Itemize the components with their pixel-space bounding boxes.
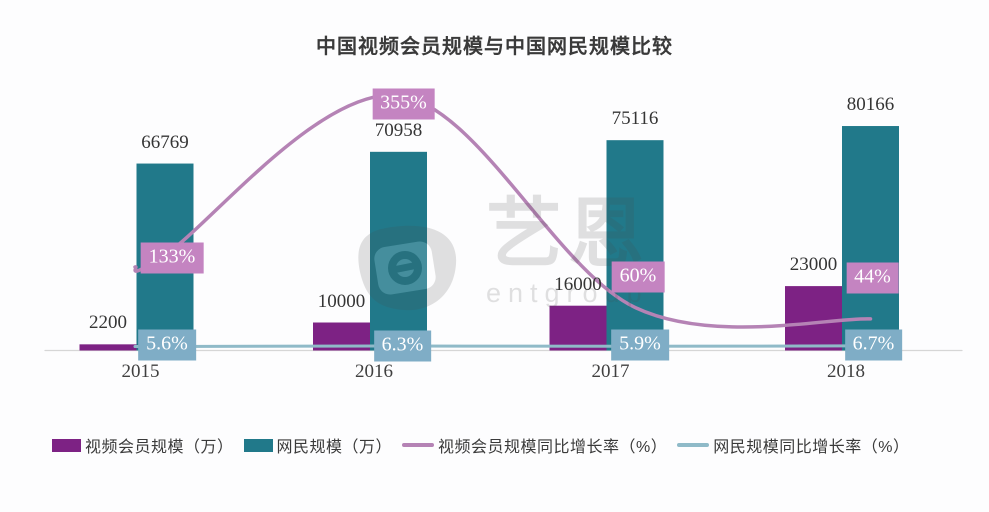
bar-video-members-2015 <box>79 344 137 351</box>
legend-swatch-line <box>402 443 435 447</box>
legend-swatch-rect <box>243 438 273 452</box>
legend-item-2: 视频会员规模同比增长率（%） <box>402 433 667 457</box>
legend-label: 视频会员规模（万） <box>85 439 234 456</box>
legend: 视频会员规模（万） 网民规模（万） 视频会员规模同比增长率（%） 网民规模同比增长率（… <box>52 432 952 458</box>
bar-netizens-2016 <box>370 151 427 351</box>
legend-item-0: 视频会员规模（万） <box>52 433 234 457</box>
legend-item-1: 网民规模（万） <box>243 433 393 457</box>
bar-netizens-2018 <box>842 126 899 351</box>
legend-label: 网民规模同比增长率（%） <box>713 439 910 456</box>
bar-netizens-2017 <box>606 140 664 351</box>
legend-item-3: 网民规模同比增长率（%） <box>677 433 909 457</box>
chart-title: 中国视频会员规模与中国网民规模比较 <box>316 36 673 58</box>
legend-swatch-rect <box>52 438 81 452</box>
legend-label: 视频会员规模同比增长率（%） <box>438 439 668 456</box>
line-video-members-growth <box>133 93 873 329</box>
bar-video-members-2018 <box>785 286 842 351</box>
legend-label: 网民规模（万） <box>276 439 393 456</box>
legend-swatch-line <box>677 443 710 447</box>
bar-video-members-2017 <box>549 305 607 351</box>
line-netizens-growth <box>133 344 899 349</box>
